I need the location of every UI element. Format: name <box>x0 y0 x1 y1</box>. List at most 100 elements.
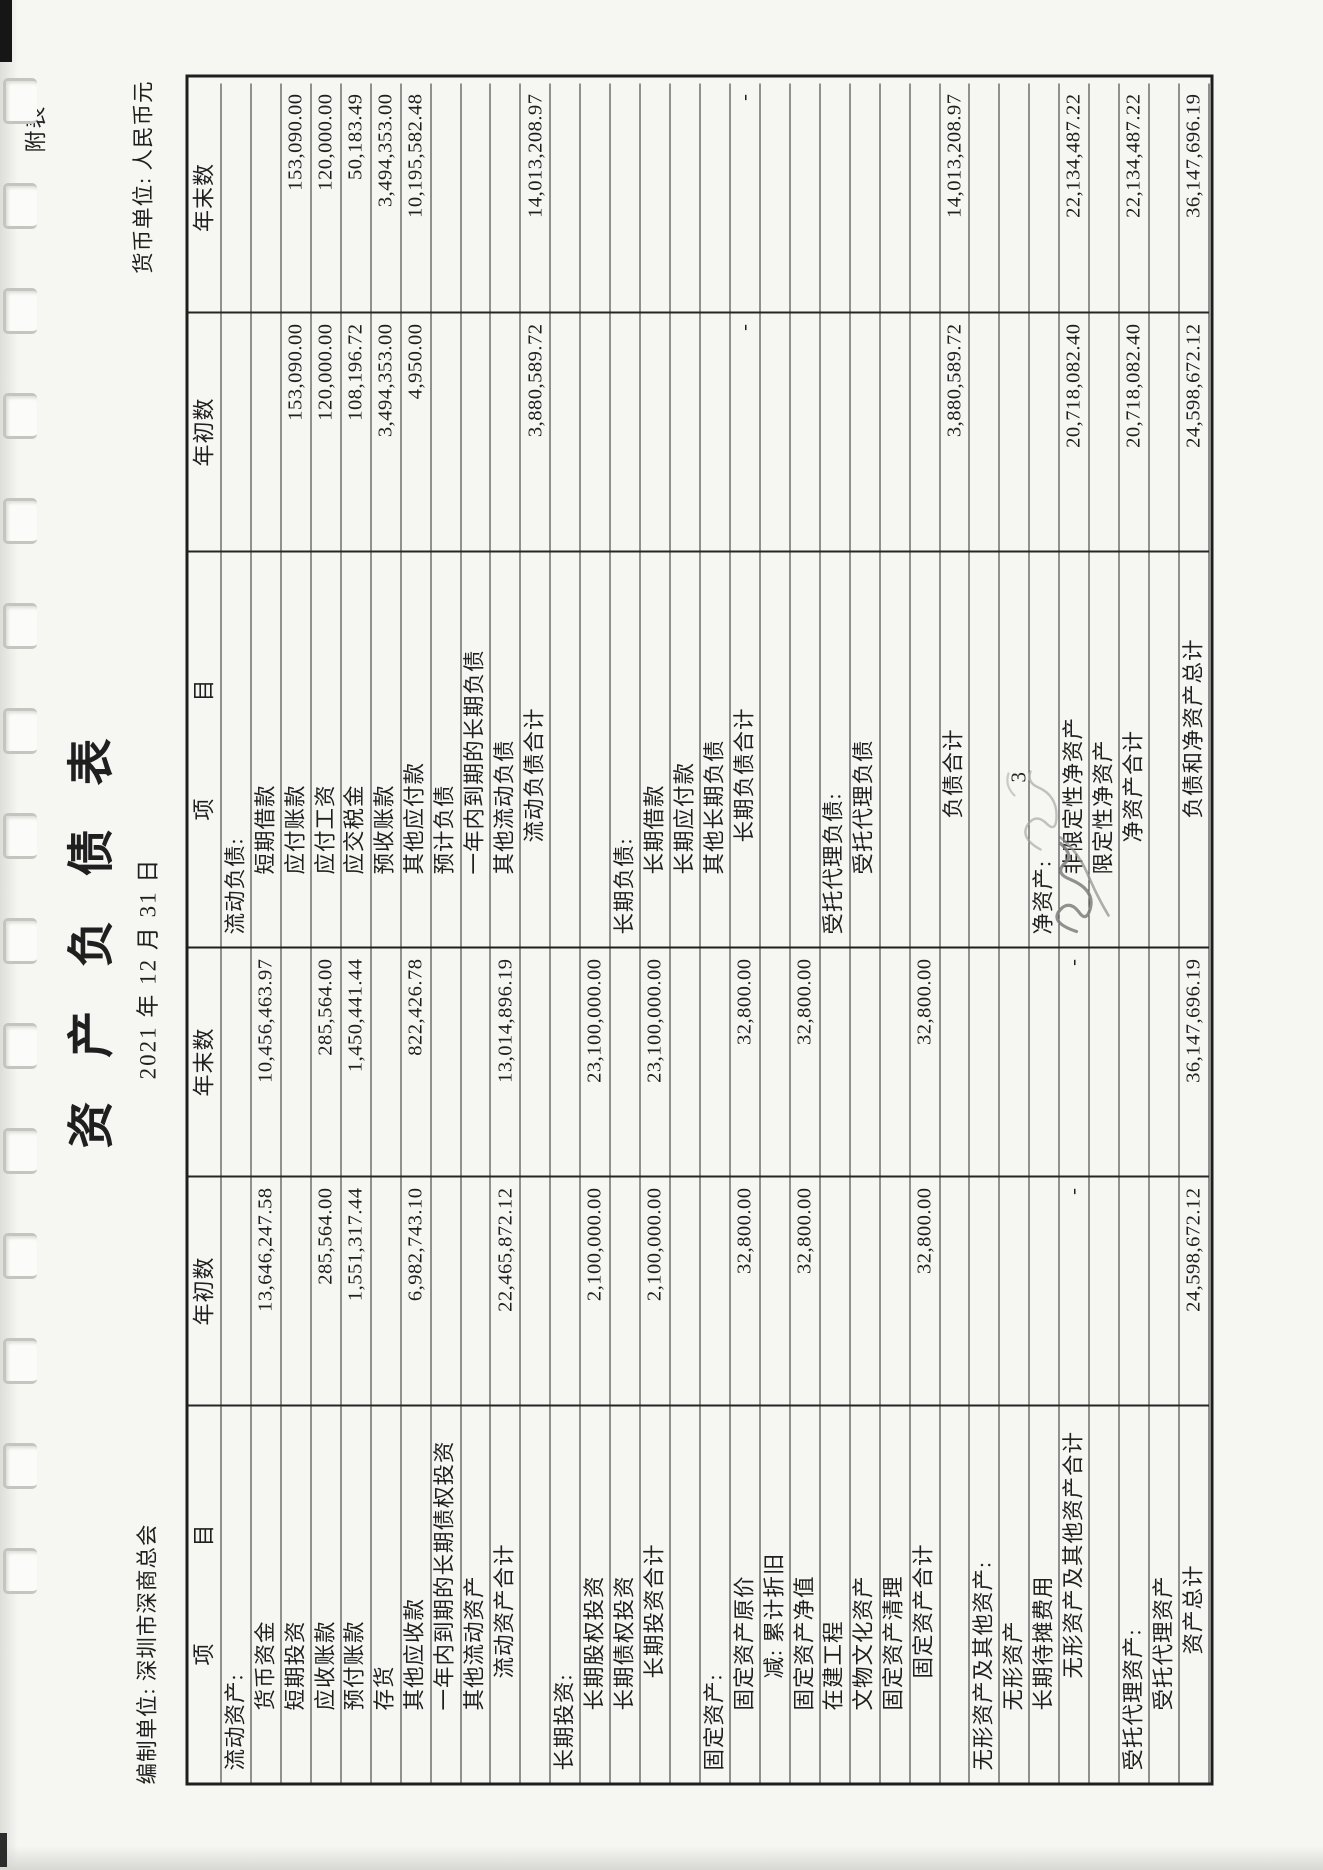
asset-begin-value: 24,598,672.12 <box>1179 1175 1209 1404</box>
liability-end-value <box>460 83 491 311</box>
asset-item-label: 长期股权投资 <box>580 1404 611 1782</box>
liability-begin-value: 3,880,589.72 <box>939 311 970 550</box>
asset-item-label: 长期投资合计 <box>640 1404 671 1782</box>
asset-begin-value: 32,800.00 <box>789 1175 820 1404</box>
asset-end-value <box>1149 946 1179 1175</box>
liability-item-label: 流动负债合计 <box>520 550 551 946</box>
liability-end-value <box>789 83 820 311</box>
asset-item-label: 固定资产清理 <box>879 1404 910 1782</box>
header-item-char2: 目 <box>191 1522 216 1546</box>
asset-end-value <box>550 946 581 1175</box>
asset-item-label: 其他应收款 <box>400 1404 431 1782</box>
binding-hole <box>3 1233 37 1279</box>
liability-item-label: 流动负债: <box>221 550 251 946</box>
asset-item-label <box>520 1404 551 1782</box>
header-item-char2: 目 <box>191 677 216 701</box>
liability-begin-value: 24,598,672.12 <box>1179 311 1209 550</box>
binding-hole <box>3 918 37 964</box>
liability-begin-value <box>819 311 850 550</box>
binding-hole <box>3 498 37 544</box>
asset-end-value <box>460 946 491 1175</box>
scan-edge-shadow <box>0 1846 1323 1870</box>
asset-begin-value <box>759 1175 790 1404</box>
liability-item-label <box>789 550 820 946</box>
asset-end-value <box>1029 946 1060 1175</box>
prepared-by-label: 编制单位: 深圳市深商总会 <box>135 1523 159 1784</box>
asset-end-value <box>999 946 1030 1175</box>
liability-begin-value <box>580 311 611 550</box>
asset-begin-value <box>969 1175 1000 1404</box>
asset-end-value: 32,800.00 <box>909 946 940 1175</box>
asset-end-value <box>1089 946 1120 1175</box>
liability-end-value: 22,134,487.22 <box>1059 83 1090 311</box>
asset-item-label: 存货 <box>370 1404 401 1782</box>
asset-item-label: 固定资产净值 <box>789 1404 820 1782</box>
liability-end-value <box>610 83 641 311</box>
asset-item-label: 无形资产 <box>999 1404 1030 1782</box>
asset-begin-value <box>1089 1175 1120 1404</box>
liability-item-label: 其他流动负债 <box>490 550 521 946</box>
liability-end-value <box>640 83 671 311</box>
asset-item-label: 资产总计 <box>1179 1404 1209 1782</box>
liability-begin-value <box>221 311 251 550</box>
liability-end-value <box>1149 83 1179 311</box>
liability-item-label <box>1149 550 1179 946</box>
liability-end-value <box>250 83 281 311</box>
liability-item-label: 应付工资 <box>310 550 341 946</box>
liability-end-value <box>580 83 611 311</box>
asset-end-value <box>520 946 551 1175</box>
asset-item-label: 无形资产及其他资产: <box>969 1404 1000 1782</box>
asset-end-value: - <box>1059 946 1090 1175</box>
asset-begin-value: 285,564.00 <box>310 1175 341 1404</box>
liability-begin-value <box>1029 311 1060 550</box>
liability-item-label: 预收账款 <box>370 550 401 946</box>
liability-begin-value: 3,880,589.72 <box>520 311 551 550</box>
asset-end-value <box>759 946 790 1175</box>
asset-end-value <box>610 946 641 1175</box>
currency-unit-label: 货币单位: 人民币元 <box>131 80 155 274</box>
liability-item-label: 受托代理负债 <box>849 550 880 946</box>
liability-begin-value <box>759 311 790 550</box>
liability-begin-value: 120,000.00 <box>310 311 341 550</box>
asset-begin-value <box>460 1175 491 1404</box>
asset-end-value <box>221 946 251 1175</box>
binding-hole <box>3 183 37 229</box>
binding-hole <box>3 708 37 754</box>
asset-end-value <box>969 946 1000 1175</box>
asset-begin-value <box>670 1175 700 1404</box>
liability-end-value <box>700 83 730 311</box>
liability-end-value: 3,494,353.00 <box>370 83 401 311</box>
asset-begin-value: 2,100,000.00 <box>640 1175 671 1404</box>
asset-begin-value <box>1119 1175 1150 1404</box>
binding-hole <box>3 393 37 439</box>
liability-end-value <box>550 83 581 311</box>
asset-item-label: 在建工程 <box>819 1404 850 1782</box>
scan-corner-mark <box>0 1833 7 1867</box>
header-asset-end: 年末数 <box>188 946 221 1175</box>
asset-item-label: 预付账款 <box>340 1404 371 1782</box>
liability-item-label: 负债和净资产总计 <box>1179 550 1209 946</box>
liability-begin-value: 3,494,353.00 <box>370 311 401 550</box>
liability-begin-value <box>999 311 1030 550</box>
asset-item-label: 短期投资 <box>280 1404 311 1782</box>
asset-end-value <box>1119 946 1150 1175</box>
asset-item-label: 受托代理资产: <box>1119 1404 1150 1782</box>
liability-end-value: 120,000.00 <box>310 83 341 311</box>
liability-begin-value <box>640 311 671 550</box>
asset-item-label: 流动资产: <box>221 1404 251 1782</box>
header-item-char1: 项 <box>191 1642 216 1666</box>
liability-end-value <box>1089 83 1120 311</box>
asset-item-label: 应收账款 <box>310 1404 341 1782</box>
asset-begin-value <box>370 1175 401 1404</box>
liability-begin-value <box>969 311 1000 550</box>
header-asset-begin: 年初数 <box>188 1175 221 1404</box>
liability-item-label <box>879 550 910 946</box>
asset-begin-value <box>610 1175 641 1404</box>
liability-end-value <box>999 83 1030 311</box>
liability-end-value: 14,013,208.97 <box>939 83 970 311</box>
liability-end-value: 36,147,696.19 <box>1179 83 1209 311</box>
binding-hole <box>3 603 37 649</box>
liability-begin-value <box>1149 311 1179 550</box>
liability-begin-value <box>670 311 700 550</box>
liability-begin-value <box>490 311 521 550</box>
